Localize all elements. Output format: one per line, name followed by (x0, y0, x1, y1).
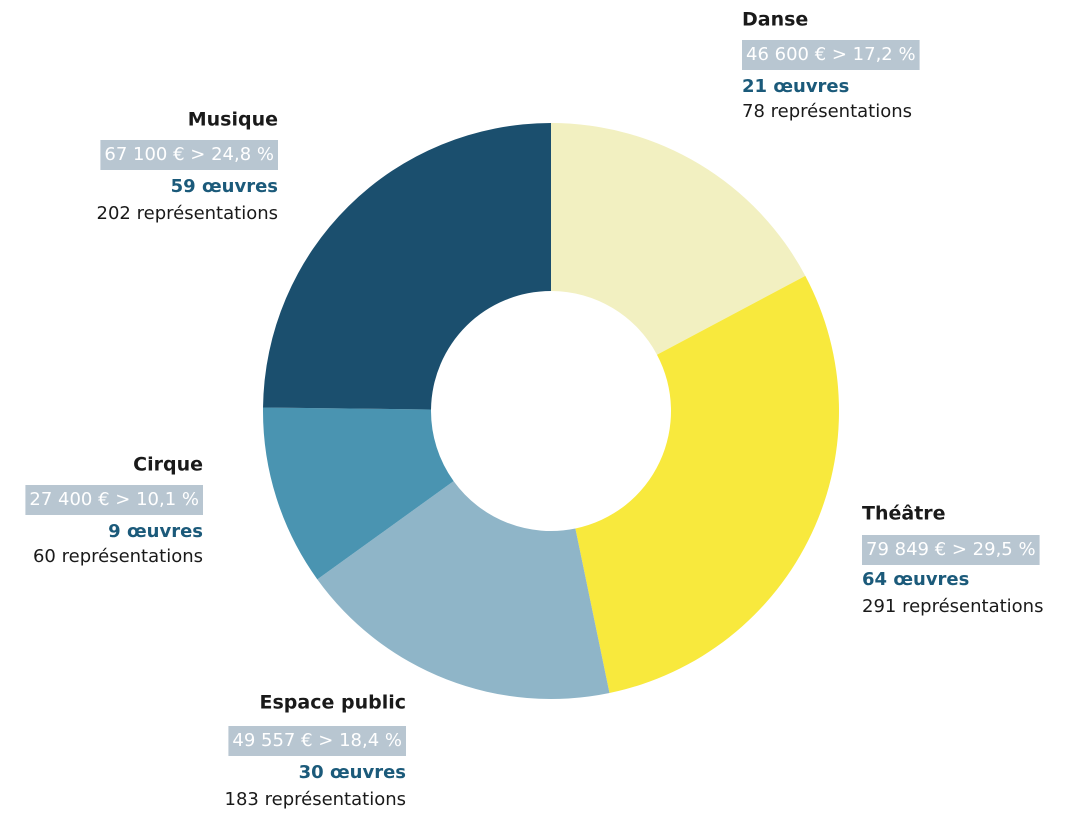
category-label: Danse (742, 9, 808, 31)
value-label-box (228, 726, 406, 756)
performances-label: 78 représentations (742, 101, 912, 122)
value-label: 49 557 € > 18,4 % (232, 730, 402, 751)
performances-label: 202 représentations (97, 203, 278, 224)
slice (263, 123, 551, 410)
category-label: Théâtre (862, 503, 946, 525)
works-label: 9 œuvres (108, 521, 203, 542)
value-label-box (862, 535, 1040, 565)
value-label-box (25, 485, 203, 515)
slice-label: Cirque 27 400 € > 10,1 % 9 œuvres 60 représ… (25, 454, 203, 567)
works-label: 21 œuvres (742, 76, 849, 97)
slice-label: Théâtre 79 849 € > 29,5 % 64 œuvres 291 rep… (862, 503, 1043, 617)
performances-label: 183 représentations (225, 789, 406, 810)
value-label-box (742, 40, 920, 70)
works-label: 30 œuvres (299, 762, 406, 783)
value-label-box (100, 140, 278, 170)
category-label: Musique (188, 109, 278, 131)
works-label: 64 œuvres (862, 569, 969, 590)
value-label: 67 100 € > 24,8 % (104, 144, 274, 165)
slice (551, 123, 806, 355)
value-label: 46 600 € > 17,2 % (746, 44, 916, 65)
slice-label: Musique 67 100 € > 24,8 % 59 œuvres 202 rep… (97, 109, 278, 224)
slice-label: Espace public 49 557 € > 18,4 % 30 œuvres 1… (225, 692, 407, 810)
slice (263, 407, 454, 580)
value-label: 79 849 € > 29,5 % (866, 539, 1036, 560)
works-label: 59 œuvres (171, 176, 278, 197)
slice (317, 481, 610, 700)
performances-label: 60 représentations (33, 546, 203, 567)
category-label: Espace public (260, 692, 407, 714)
slice-label: Danse 46 600 € > 17,2 % 21 œuvres 78 représ… (742, 9, 920, 122)
slice (575, 275, 839, 693)
performances-label: 291 représentations (862, 596, 1043, 617)
value-label: 27 400 € > 10,1 % (29, 489, 199, 510)
category-label: Cirque (133, 454, 203, 476)
